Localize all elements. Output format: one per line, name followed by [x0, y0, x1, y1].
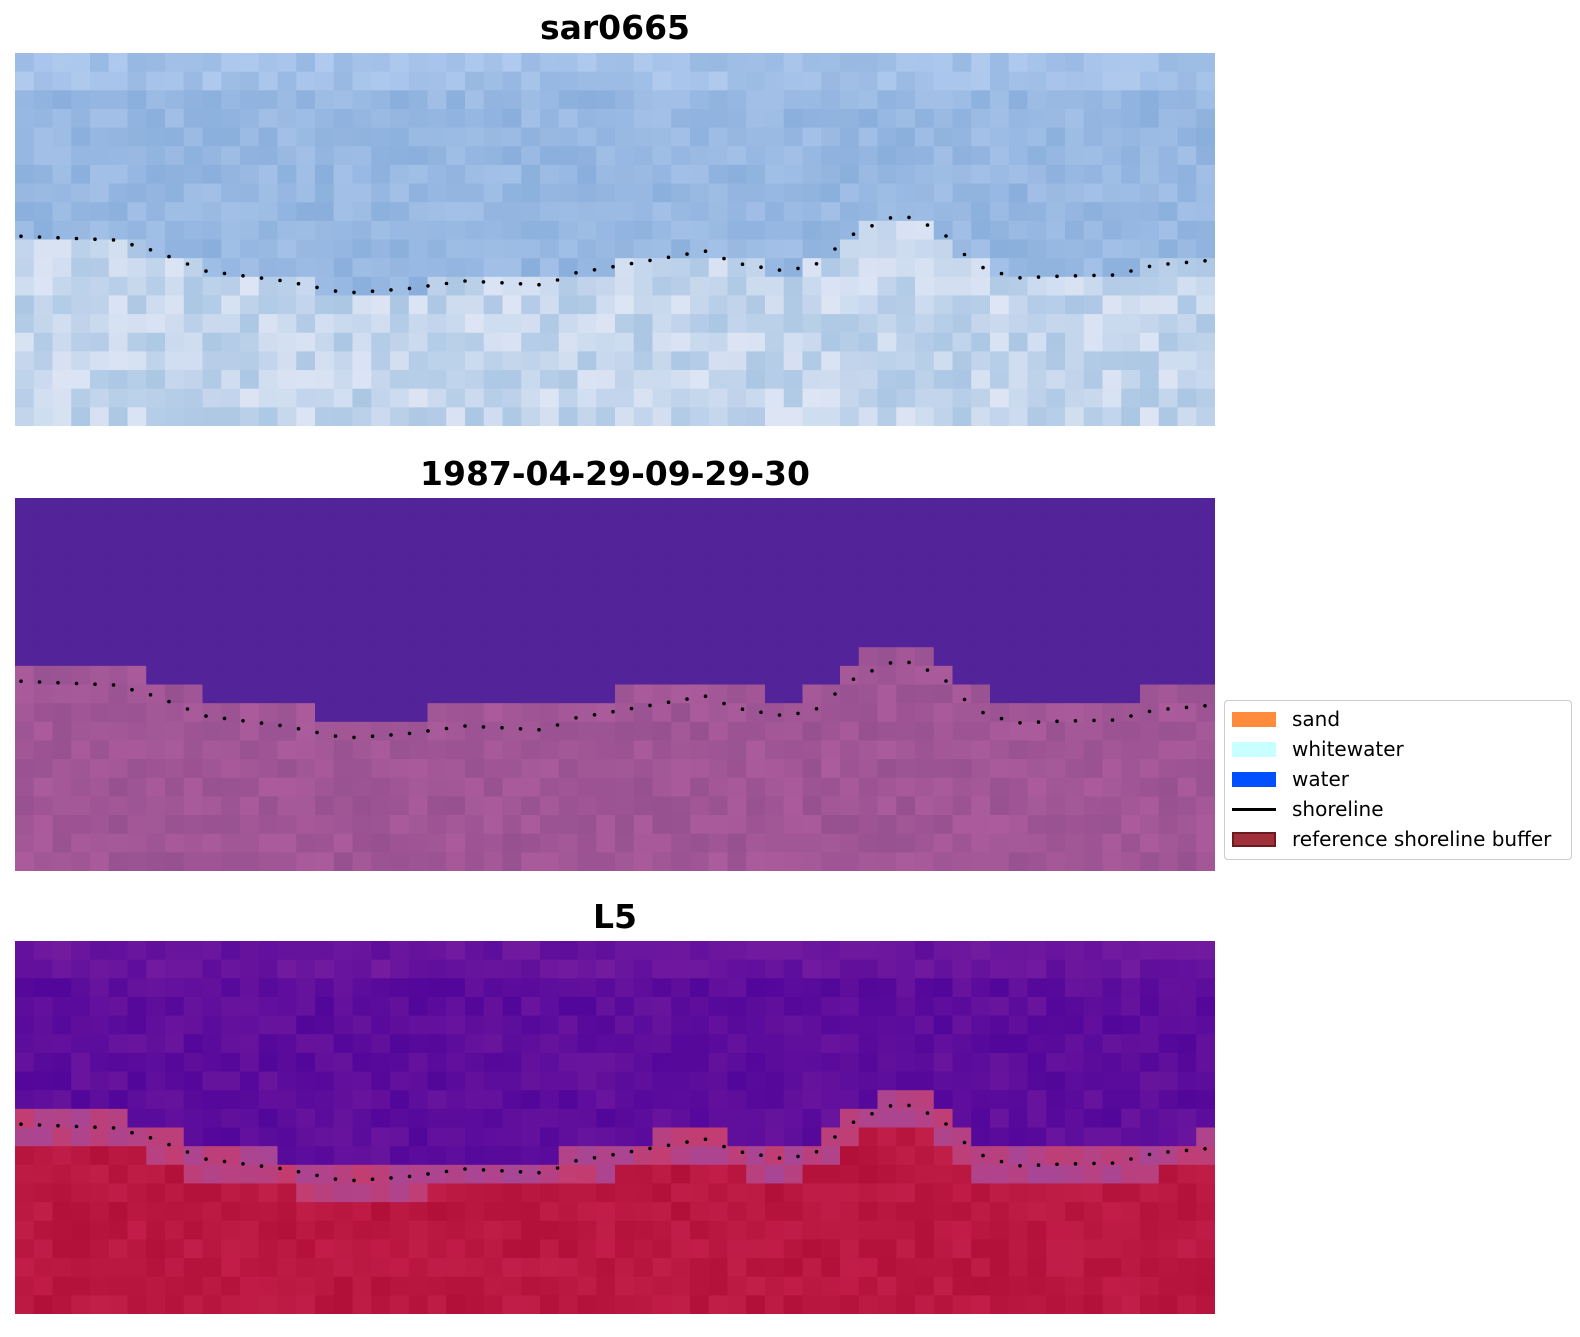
legend-item-water: water: [1232, 764, 1349, 794]
legend-item-shoreline: shoreline: [1232, 794, 1384, 824]
panel-title-date: 1987-04-29-09-29-30: [420, 454, 810, 493]
whitewater-swatch-icon: [1232, 741, 1276, 757]
legend: sand whitewater water shoreline referenc…: [1224, 700, 1572, 860]
pixel-grid: [15, 498, 1215, 871]
classified-image: [15, 498, 1215, 871]
shoreline-dots: [19, 1103, 1207, 1183]
legend-item-whitewater: whitewater: [1232, 734, 1404, 764]
buffer-swatch-icon: [1232, 831, 1276, 847]
legend-label: reference shoreline buffer: [1292, 827, 1552, 851]
legend-label: sand: [1292, 707, 1341, 731]
legend-label: shoreline: [1292, 797, 1384, 821]
shoreline-line-icon: [1232, 807, 1276, 811]
legend-label: water: [1292, 767, 1349, 791]
legend-item-sand: sand: [1232, 704, 1340, 734]
legend-label: whitewater: [1292, 737, 1404, 761]
pixel-grid: [15, 53, 1215, 426]
pixel-grid: [15, 941, 1215, 1314]
legend-item-reference-buffer: reference shoreline buffer: [1232, 824, 1551, 854]
satellite-rgb-image: [15, 53, 1215, 426]
shoreline-dots: [19, 660, 1207, 740]
panel-title-sar0665: sar0665: [539, 8, 691, 47]
index-image: [15, 941, 1215, 1314]
water-swatch-icon: [1232, 771, 1276, 787]
sand-swatch-icon: [1232, 711, 1276, 727]
panel-title-l5: L5: [593, 897, 637, 936]
shoreline-dots: [19, 215, 1207, 295]
